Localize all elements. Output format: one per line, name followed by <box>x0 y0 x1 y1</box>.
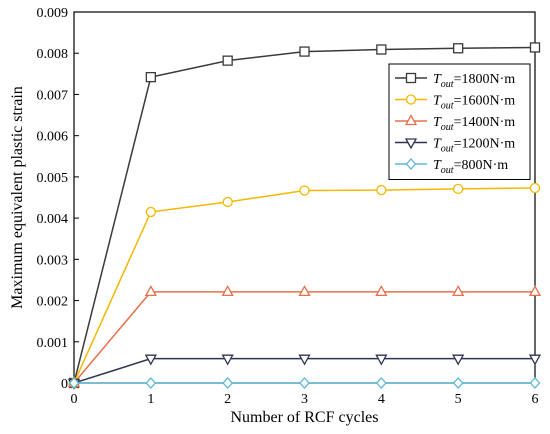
legend-marker <box>405 158 417 170</box>
series-triangle-up <box>67 285 542 388</box>
x-tick-label: 2 <box>224 392 231 407</box>
data-point-marker <box>222 55 233 66</box>
data-point-marker <box>144 285 157 297</box>
data-point-marker <box>529 42 541 53</box>
y-tick-label: 0.002 <box>37 295 69 310</box>
data-point-marker <box>452 354 465 366</box>
y-axis-label: Maximum equivalent plastic strain <box>9 86 26 309</box>
legend: Tout=1800N·m Tout=1600N·m Tout=1400N·m Tout… <box>388 63 531 180</box>
legend-marker <box>404 138 418 150</box>
y-tick-label: 0.003 <box>37 253 69 268</box>
y-tick-label: 0.008 <box>37 47 69 62</box>
x-tick-label: 5 <box>455 392 462 407</box>
data-point-marker <box>528 285 542 297</box>
legend-marker <box>405 72 417 84</box>
data-point-marker <box>221 354 234 366</box>
data-point-marker <box>452 285 465 297</box>
data-point-marker <box>222 196 233 208</box>
legend-entry: Tout=1600N·m <box>395 94 515 112</box>
x-tick-label: 6 <box>532 392 539 407</box>
legend-label: Tout=1800N·m <box>433 72 515 90</box>
x-tick-label: 0 <box>71 392 78 407</box>
data-point-marker <box>145 206 156 218</box>
legend-entry: Tout=1200N·m <box>395 137 515 155</box>
legend-label: Tout=1200N·m <box>433 137 515 155</box>
x-tick-label: 3 <box>301 392 308 407</box>
data-point-marker <box>452 377 464 389</box>
data-point-marker <box>453 183 464 194</box>
data-point-marker <box>298 354 311 366</box>
y-tick-label: 0.005 <box>37 171 69 186</box>
data-point-marker <box>145 71 156 83</box>
x-tick-label: 4 <box>378 392 385 407</box>
data-point-marker <box>221 285 234 297</box>
data-point-marker <box>453 43 464 54</box>
data-point-marker <box>375 354 388 366</box>
legend-label: Tout=1400N·m <box>433 115 515 133</box>
data-point-marker <box>299 377 310 389</box>
data-point-marker <box>145 377 157 389</box>
y-tick-label: 0.006 <box>37 130 69 145</box>
data-point-marker <box>376 44 387 55</box>
data-point-marker <box>529 182 541 194</box>
legend-entry: Tout=1400N·m <box>395 114 515 133</box>
data-point-marker <box>299 185 310 196</box>
y-tick-label: 0.007 <box>37 88 69 103</box>
data-point-marker <box>68 377 80 389</box>
legend-marker <box>404 114 418 126</box>
data-point-marker <box>376 184 387 196</box>
data-point-marker <box>222 377 234 389</box>
data-point-marker <box>144 354 157 366</box>
data-point-marker <box>299 46 310 57</box>
legend-entry: Tout=800N·m <box>395 158 508 176</box>
y-tick-label: 0.009 <box>37 6 69 21</box>
legend-label: Tout=1600N·m <box>433 94 515 112</box>
data-point-marker <box>298 285 311 297</box>
legend-marker <box>405 94 417 105</box>
data-point-marker <box>375 285 388 297</box>
series-circle <box>68 182 541 389</box>
data-point-marker <box>375 377 387 389</box>
data-point-marker <box>528 354 542 366</box>
series-diamond <box>68 377 541 389</box>
legend-label: Tout=800N·m <box>433 158 508 176</box>
y-tick-label: 0.001 <box>37 336 69 351</box>
y-tick-label: 0.004 <box>37 212 69 227</box>
series-line <box>73 291 535 384</box>
legend-entry: Tout=1800N·m <box>395 72 515 90</box>
x-axis-label: Number of RCF cycles <box>231 409 379 426</box>
series-layer <box>67 42 542 390</box>
x-tick-label: 1 <box>147 392 154 407</box>
data-point-marker <box>529 377 541 389</box>
y-axis-ticks: 0 0.001 0.002 0.003 0.004 0.005 0.006 0.007 0.00… <box>37 6 79 392</box>
y-tick-label: 0 <box>61 377 68 392</box>
